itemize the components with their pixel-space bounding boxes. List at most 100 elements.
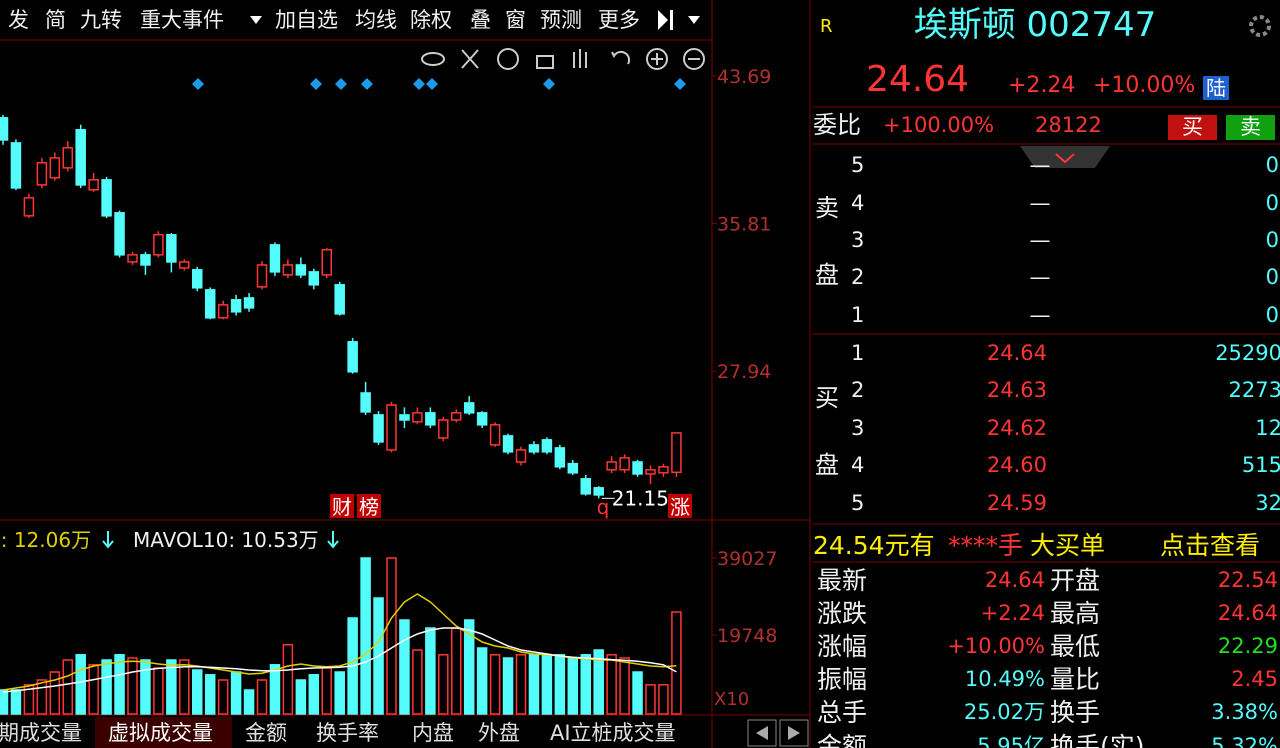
volume-bar xyxy=(308,674,320,715)
volume-bar xyxy=(412,649,423,715)
volume-bar xyxy=(153,667,164,715)
level: 1 xyxy=(851,302,865,327)
volume-bar xyxy=(658,684,669,715)
ask-price: — xyxy=(1029,152,1051,177)
low-label: 21.15 xyxy=(612,486,669,510)
dropdown-arrow[interactable] xyxy=(688,16,700,24)
expand-arrow[interactable] xyxy=(1055,153,1075,164)
sell-button[interactable]: 卖 xyxy=(1226,114,1275,140)
signal-marker xyxy=(674,78,686,90)
tab[interactable]: 内盘 xyxy=(412,720,454,745)
toolbar-button[interactable]: 加自选 xyxy=(275,7,338,32)
lock-icon[interactable] xyxy=(536,55,554,69)
toolbar-button[interactable]: 简 xyxy=(45,7,66,32)
stat-label: 振幅 xyxy=(817,665,868,695)
candle-body xyxy=(347,341,358,373)
candle-body xyxy=(308,271,320,286)
buy-button[interactable]: 买 xyxy=(1168,114,1217,140)
settings-icon[interactable] xyxy=(1249,15,1271,37)
tab[interactable]: 换手率 xyxy=(316,720,379,745)
unit-label: X10 xyxy=(714,689,749,710)
volume-bar xyxy=(88,664,99,715)
annotation-bg xyxy=(668,494,692,518)
y-tick-label: 27.94 xyxy=(717,361,771,383)
stat-label: 量比 xyxy=(1050,665,1101,695)
scroll-right[interactable] xyxy=(779,719,809,747)
candle-body xyxy=(23,197,35,217)
ask-volume: 0 xyxy=(1265,302,1279,327)
candle-body xyxy=(230,299,242,313)
signal-marker xyxy=(335,78,347,90)
volume-bar xyxy=(399,619,410,715)
tab[interactable]: AI立桩成交量 xyxy=(550,720,676,745)
scroll-left[interactable] xyxy=(747,719,777,747)
eye-icon[interactable] xyxy=(421,52,445,66)
stat-label: 开盘 xyxy=(1050,565,1101,595)
scissors-icon[interactable] xyxy=(461,49,479,69)
candle-body xyxy=(62,147,73,169)
candle-body xyxy=(334,284,345,315)
signal-marker xyxy=(413,78,425,90)
ask-price: — xyxy=(1029,227,1051,252)
toolbar-button[interactable]: 重大事件 xyxy=(140,7,224,32)
ask-price: — xyxy=(1029,264,1051,289)
y-tick-label: 43.69 xyxy=(717,66,771,88)
stat-label: 最低 xyxy=(1050,631,1101,661)
bid-price: 24.62 xyxy=(986,415,1047,440)
level: 2 xyxy=(851,377,865,402)
stat-label: 换手 xyxy=(1050,698,1101,728)
volume-bar xyxy=(140,659,151,715)
toolbar-button[interactable]: 均线 xyxy=(355,7,397,32)
toolbar-button[interactable]: 更多 xyxy=(598,7,640,32)
candle-body xyxy=(192,269,203,289)
chart-tools xyxy=(421,48,705,70)
toolbar-button[interactable]: 窗 xyxy=(505,7,526,32)
zoom-out-icon[interactable] xyxy=(683,48,705,70)
bid-price: 24.59 xyxy=(986,490,1047,515)
candle-body xyxy=(166,234,177,263)
play-icon[interactable] xyxy=(497,48,519,70)
toolbar-button[interactable]: 九转 xyxy=(80,7,122,32)
annotation: 榜 xyxy=(359,495,379,519)
trend-arrow xyxy=(327,531,339,549)
toolbar-button[interactable]: 预测 xyxy=(540,7,582,32)
big-order-banner: ****手 xyxy=(948,530,1024,560)
volume-bar xyxy=(0,689,9,715)
tab[interactable]: 外盘 xyxy=(478,720,520,745)
zoom-in-icon[interactable] xyxy=(646,48,668,70)
toolbar-button[interactable]: 叠 xyxy=(470,7,491,32)
volume-bar xyxy=(62,659,73,715)
side-label: 买 xyxy=(815,384,839,412)
bid-volume: 2273 xyxy=(1228,377,1280,402)
y-tick-label: 35.81 xyxy=(717,214,771,236)
toolbar-button[interactable]: 除权 xyxy=(410,7,452,32)
signal-markers xyxy=(192,78,686,90)
candle-body xyxy=(204,289,216,319)
bid-volume: 25290 xyxy=(1215,340,1280,365)
expand-icon[interactable] xyxy=(658,10,673,30)
tab[interactable]: 期成交量 xyxy=(0,720,82,745)
y-tick-label: 39027 xyxy=(717,548,777,570)
legend-entry: MAVOL10: 10.53万 xyxy=(133,528,319,552)
hand-icon[interactable] xyxy=(573,49,587,68)
expand-tab[interactable] xyxy=(1020,146,1110,168)
annotation: 涨 xyxy=(670,495,690,519)
stat-label: 涨幅 xyxy=(817,631,868,661)
big-order-banner[interactable]: 点击查看 xyxy=(1160,530,1261,560)
price-change: +2.24 xyxy=(1008,73,1076,98)
volume-bar xyxy=(23,684,35,715)
volume-bar xyxy=(10,689,22,715)
tab[interactable]: 金额 xyxy=(245,720,287,745)
undo-icon[interactable] xyxy=(611,50,631,65)
level: 4 xyxy=(851,452,865,477)
toolbar-button[interactable]: 发 xyxy=(8,7,29,32)
tab[interactable]: 虚拟成交量 xyxy=(108,720,213,745)
trend-arrow xyxy=(102,531,114,549)
volume-bar xyxy=(204,674,216,715)
dropdown-arrow[interactable] xyxy=(250,16,262,24)
volume-bar xyxy=(554,654,566,715)
volume-bar xyxy=(49,671,61,715)
volume-bar xyxy=(295,679,307,715)
volume-bar xyxy=(541,654,553,715)
